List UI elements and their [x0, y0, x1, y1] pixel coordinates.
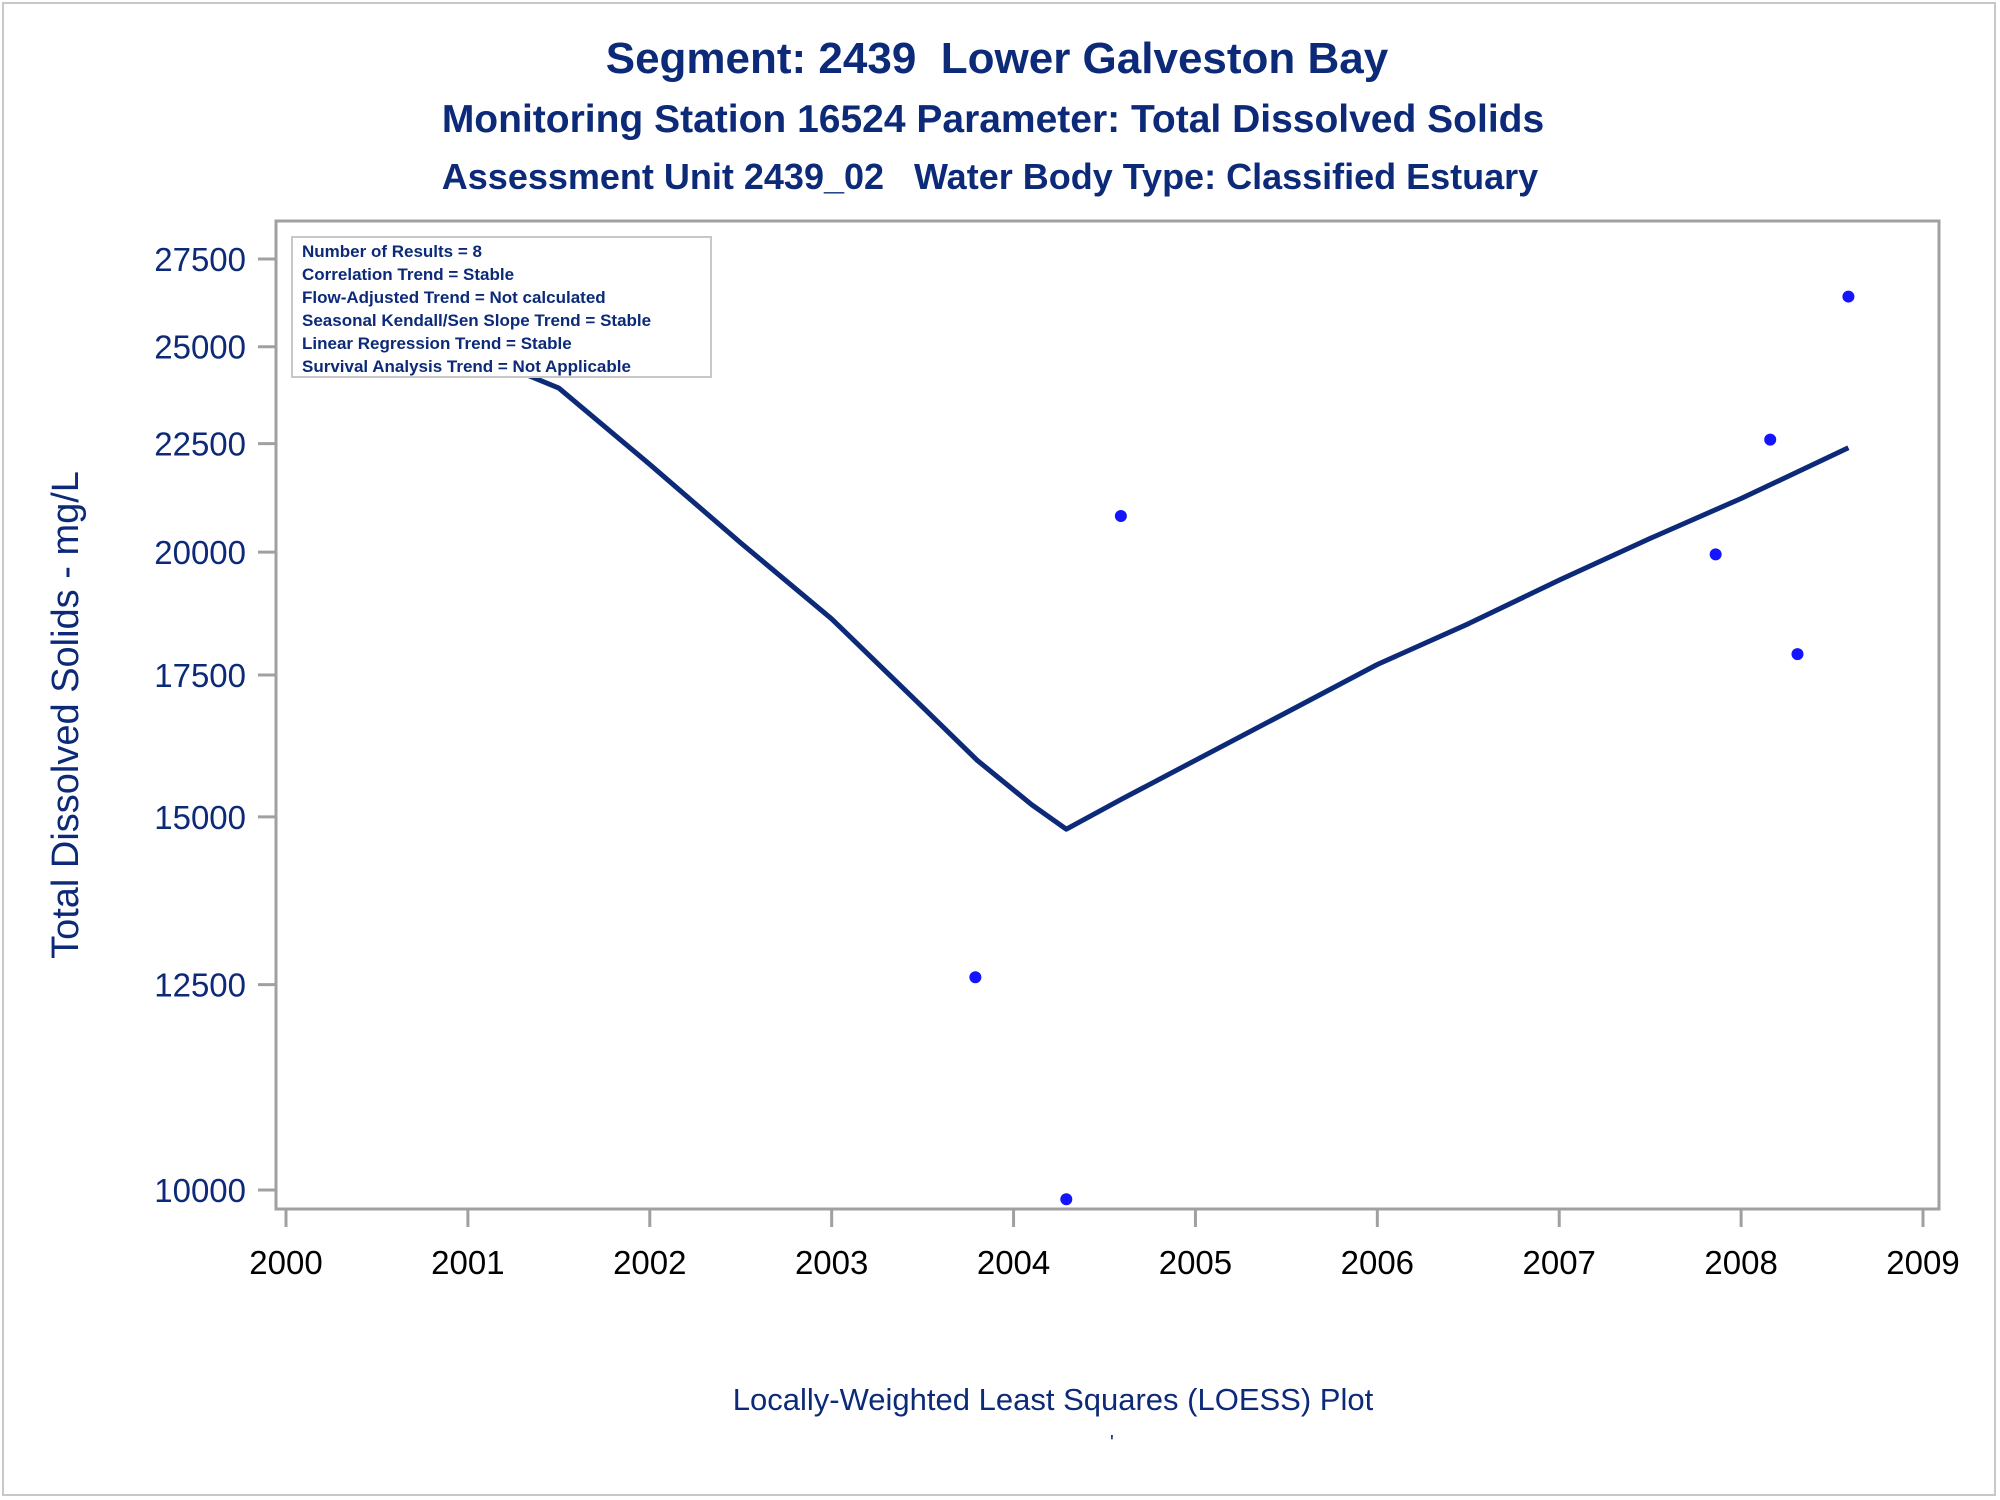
- x-tick-label: 2005: [1159, 1244, 1232, 1281]
- data-point: [1764, 433, 1777, 446]
- plot-caption: Locally-Weighted Least Squares (LOESS) P…: [732, 1382, 1374, 1417]
- y-tick-label: 27500: [154, 241, 246, 278]
- x-tick-label: 2004: [977, 1244, 1050, 1281]
- x-axis: 2000 2001 2002 2003 2004 2005 2006 2007 2008 2009: [249, 1209, 1960, 1281]
- data-point: [1709, 548, 1722, 561]
- x-tick-label: 2002: [613, 1244, 686, 1281]
- y-tick-label: 10000: [154, 1172, 246, 1209]
- data-point: [1842, 290, 1855, 303]
- stat-survival-analysis-trend: Survival Analysis Trend = Not Applicable: [302, 357, 631, 376]
- trend-stats-box: Number of Results = 8 Correlation Trend …: [291, 236, 712, 378]
- x-tick-label: 2009: [1886, 1244, 1959, 1281]
- series-layer: [387, 236, 1855, 1206]
- x-tick-label: 2007: [1523, 1244, 1596, 1281]
- chart-subtitle: Monitoring Station 16524 Parameter: Tota…: [441, 98, 1545, 141]
- stat-seasonal-kendall-trend: Seasonal Kendall/Sen Slope Trend = Stabl…: [302, 311, 652, 330]
- stat-flow-adjusted-trend: Flow-Adjusted Trend = Not calculated: [302, 288, 606, 307]
- data-point: [1060, 1193, 1073, 1206]
- y-tick-label: 17500: [154, 657, 246, 694]
- stat-correlation-trend: Correlation Trend = Stable: [302, 265, 515, 284]
- chart-title: Segment: 2439 Lower Galveston Bay: [605, 34, 1389, 83]
- y-tick-label: 12500: [154, 967, 246, 1004]
- x-tick-label: 2000: [249, 1244, 322, 1281]
- x-tick-label: 2001: [431, 1244, 504, 1281]
- x-tick-label: 2006: [1341, 1244, 1414, 1281]
- data-point: [1791, 648, 1804, 661]
- y-tick-label: 25000: [154, 329, 246, 366]
- y-axis-label: Total Dissolved Solids - mg/L: [45, 471, 87, 959]
- footer-mark: ': [1110, 1432, 1114, 1454]
- y-axis: 10000 12500 15000 17500 20000 22500 25000 27500: [154, 241, 276, 1209]
- stat-number-of-results: Number of Results = 8: [302, 242, 482, 261]
- chart-subtitle-2: Assessment Unit 2439_02 Water Body Type:…: [441, 156, 1539, 197]
- y-tick-label: 15000: [154, 799, 246, 836]
- stat-linear-regression-trend: Linear Regression Trend = Stable: [302, 334, 572, 353]
- y-tick-label: 20000: [154, 534, 246, 571]
- y-tick-label: 22500: [154, 426, 246, 463]
- data-point: [969, 971, 982, 984]
- loess-line: [391, 284, 1850, 832]
- data-point: [1114, 509, 1127, 522]
- x-tick-label: 2008: [1704, 1244, 1777, 1281]
- x-tick-label: 2003: [795, 1244, 868, 1281]
- plot-area-border: [274, 219, 1941, 1211]
